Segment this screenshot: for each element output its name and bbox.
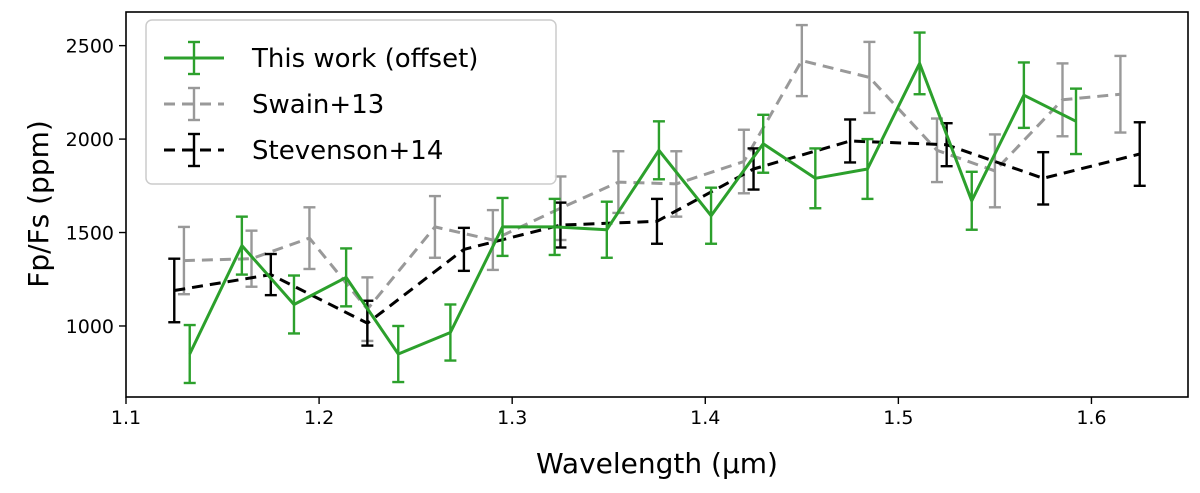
error-bar [496,196,509,258]
error-bar [913,31,926,96]
error-bar [444,303,457,362]
error-bar [428,194,441,259]
error-bar [548,197,561,257]
x-tick-label: 1.4 [690,407,720,429]
error-bar [863,40,876,115]
x-tick-label: 1.6 [1076,407,1106,429]
x-axis-ticks: 1.1 1.2 1.3 1.4 1.5 1.6 [111,397,1107,429]
error-bar [457,226,470,273]
error-bar [1133,121,1146,188]
error-bar [705,186,718,245]
x-tick-label: 1.2 [304,407,334,429]
y-tick-label: 2000 [66,129,114,151]
error-bar [168,257,181,324]
x-tick-label: 1.1 [111,407,141,429]
error-bar [392,324,405,384]
error-bar [965,170,978,231]
error-bar [737,128,750,195]
legend-label: Swain+13 [252,90,384,120]
error-bar [1037,150,1050,206]
legend-label: This work (offset) [251,44,478,74]
error-bar [651,197,663,245]
legend-item: Swain+13 [164,86,384,122]
plot-frame [125,11,1189,398]
error-bar [183,323,196,385]
legend-entries: This work (offset) Swain+13 Stevenson+14 [164,40,478,168]
plot-area [168,23,1146,385]
error-bar [287,274,300,335]
legend-item: This work (offset) [164,40,478,76]
x-tick-label: 1.3 [497,407,527,429]
legend-box [145,19,557,185]
error-bar [1017,61,1030,130]
error-bar [235,215,248,276]
error-bar [1114,54,1127,134]
error-bar [554,201,567,249]
error-bar [264,252,277,297]
axes: 1.1 1.2 1.3 1.4 1.5 1.6 1000 1500 2000 2500 Wave… [22,11,1189,480]
error-bar [652,120,665,181]
series-this-work-offset [183,31,1083,385]
y-axis-ticks: 1000 1500 2000 2500 [66,36,126,338]
error-bar [600,200,613,259]
error-bar [340,247,353,308]
y-tick-label: 2500 [66,36,114,58]
x-tick-label: 1.5 [883,407,913,429]
error-bar [988,133,1001,209]
y-tick-label: 1500 [66,223,114,245]
error-bar [861,137,874,201]
error-bar [177,225,190,296]
legend-item: Stevenson+14 [164,132,443,168]
error-bar [303,206,316,271]
y-tick-label: 1000 [66,316,114,338]
legend-label: Stevenson+14 [252,136,443,166]
series-line [188,61,1077,356]
error-bar [1056,62,1069,138]
error-bar [795,23,808,98]
error-bar [757,113,770,174]
error-bar [486,208,499,272]
y-axis-title: Fp/Fs (ppm) [22,120,55,288]
x-axis-title: Wavelength (μm) [536,447,778,480]
error-bar [1070,87,1083,156]
error-bar [670,150,683,218]
legend: This work (offset) Swain+13 Stevenson+14 [145,19,557,185]
error-bar [844,118,857,164]
error-bar [809,147,822,210]
series-stevenson-14 [168,118,1146,347]
